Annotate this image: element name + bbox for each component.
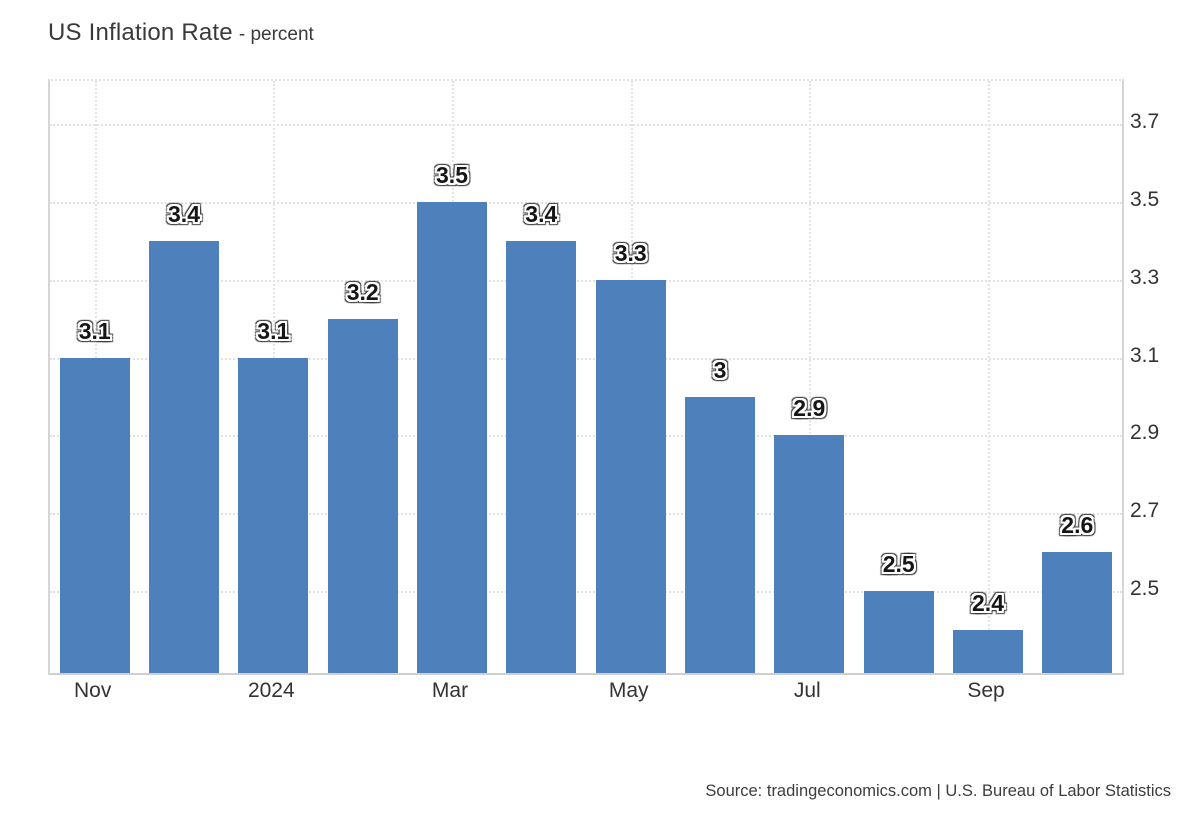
- bar-jul: [774, 435, 845, 673]
- page-title: US Inflation Rate: [48, 19, 233, 46]
- y-tick-label-3.5: 3.5: [1130, 187, 1160, 211]
- chart-title: US Inflation Rate - percent: [48, 19, 314, 47]
- horizontal-gridline: [50, 513, 1122, 516]
- y-tick-label-2.5: 2.5: [1130, 577, 1160, 601]
- y-tick-label-2.9: 2.9: [1130, 421, 1160, 445]
- page-subtitle: - percent: [238, 24, 314, 45]
- bar-value-label: 3.2: [346, 278, 379, 305]
- bar-sep: [953, 630, 1023, 673]
- bar-value-label: 3.4: [168, 200, 200, 227]
- bar-value-label: 3.5: [436, 161, 468, 188]
- bar-value-label: 3: [713, 356, 727, 383]
- horizontal-gridline: [50, 435, 1122, 438]
- horizontal-gridline: [50, 279, 1122, 282]
- bar-dec: [149, 240, 219, 673]
- bar-value-label: 2.6: [1061, 512, 1094, 539]
- bar-may: [595, 279, 666, 673]
- x-tick-label-mar: Mar: [431, 679, 469, 702]
- x-tick-label-jul: Jul: [793, 679, 821, 702]
- y-tick-label-3.1: 3.1: [1130, 343, 1160, 367]
- horizontal-gridline: [50, 357, 1122, 360]
- y-tick-label-3.7: 3.7: [1130, 109, 1160, 133]
- horizontal-gridline: [50, 591, 1122, 594]
- y-tick-label-3.3: 3.3: [1130, 265, 1160, 289]
- x-tick-label-may: May: [608, 679, 649, 702]
- bar-jun: [685, 396, 755, 673]
- vertical-gridline: [988, 81, 990, 673]
- bar-value-label: 2.9: [793, 395, 826, 422]
- bar-value-label: 3.3: [614, 239, 647, 266]
- x-tick-label-nov: Nov: [74, 679, 112, 702]
- horizontal-gridline: [50, 123, 1122, 126]
- bar-mar: [417, 201, 487, 673]
- bar-feb: [327, 318, 398, 673]
- bar-aug: [863, 591, 934, 673]
- bar-value-label: 3.4: [525, 200, 558, 227]
- vertical-gridline: [809, 81, 812, 673]
- source-attribution: Source: tradingeconomics.com | U.S. Bure…: [705, 782, 1171, 800]
- x-tick-label-2024: 2024: [247, 679, 295, 702]
- bar-oct: [1042, 552, 1113, 673]
- x-tick-label-sep: Sep: [967, 679, 1005, 702]
- bar-value-label: 3.1: [78, 317, 111, 344]
- plot-area: 3.1 3.4 3.1 3.2 3.5 3.4 3.3 3 2.9 2.5 2.4 2.6: [48, 79, 1124, 675]
- bar-value-label: 3.1: [257, 317, 290, 344]
- bar-apr: [506, 240, 577, 673]
- bar-nov: [59, 357, 130, 673]
- bar-value-label: 2.5: [882, 551, 915, 578]
- y-tick-label-2.7: 2.7: [1130, 499, 1160, 523]
- horizontal-gridline: [50, 201, 1122, 204]
- bar-value-label: 2.4: [972, 590, 1004, 617]
- bar-jan: [238, 357, 309, 673]
